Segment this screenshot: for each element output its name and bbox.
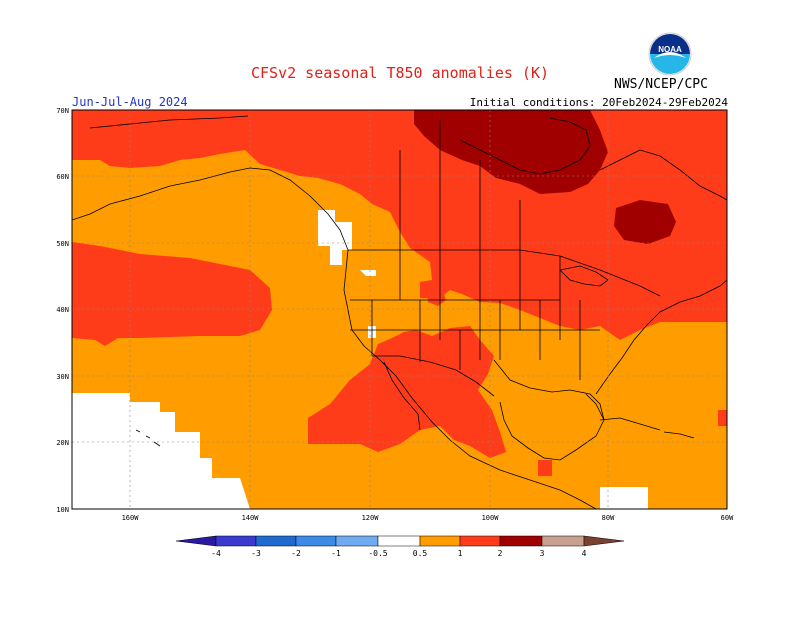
border-provinces: [399, 120, 521, 250]
colorbar-segment-8: [499, 535, 543, 547]
anomaly-region-1-2-pacific: [72, 242, 272, 346]
anomaly-region-below-05-nv: [360, 270, 376, 276]
colorbar-label-m3: -3: [251, 549, 261, 558]
colorbar-segment-7: [459, 535, 501, 547]
border-us-canada: [348, 249, 661, 297]
anomaly-region-1-2-plains: [426, 284, 446, 306]
season-label: Jun-Jul-Aug 2024: [72, 95, 188, 109]
lon-label-140w: 140W: [242, 514, 260, 522]
logo-text: NOAA: [658, 45, 682, 54]
lon-label-160w: 160W: [122, 514, 140, 522]
lon-label-120w: 120W: [362, 514, 380, 522]
colorbar-segment-4: [335, 535, 379, 547]
border-states-1: [350, 250, 600, 360]
colorbar-arrow-left: [175, 535, 217, 547]
colorbar-label-4: 4: [582, 549, 587, 558]
coastline-labrador: [599, 149, 727, 201]
colorbar-label-m4: -4: [211, 549, 221, 558]
lon-label-100w: 100W: [482, 514, 500, 522]
lat-label-70n: 70N: [56, 107, 69, 115]
agency-label: NWS/NCEP/CPC: [614, 77, 708, 92]
lat-label-40n: 40N: [56, 306, 69, 314]
lat-label-60n: 60N: [56, 173, 69, 181]
coastline-baja: [383, 361, 421, 431]
lon-label-60w: 60W: [721, 514, 734, 522]
colorbar-segment-6: [419, 535, 461, 547]
colorbar-segment-2: [255, 535, 297, 547]
coastline-hudson-bay: [459, 117, 591, 175]
colorbar-segment-1: [215, 535, 257, 547]
anomaly-region-below-05-bc: [318, 210, 352, 265]
coastline-alaska: [72, 167, 349, 251]
noaa-logo-icon: NOAA: [648, 32, 692, 76]
anomaly-region-1-2-mexico: [308, 326, 506, 458]
anomaly-region-2-3-quebec: [614, 200, 676, 244]
initial-conditions-label: Initial conditions: 20Feb2024-29Feb2024: [469, 96, 728, 109]
coastline-east-us: [595, 279, 727, 395]
colorbar-segment-5: [377, 535, 421, 547]
colorbar-segment-3: [295, 535, 337, 547]
map-frame: [71, 109, 728, 510]
coastline-alaska-north: [89, 115, 249, 129]
colorbar-label-05: 0.5: [413, 549, 428, 558]
anomaly-region-1-2-atlantic: [718, 410, 727, 426]
colorbar-label-m2: -2: [291, 549, 301, 558]
colorbar-label-3: 3: [540, 549, 545, 558]
coastline-hispaniola: [663, 431, 695, 439]
lon-label-80w: 80W: [602, 514, 615, 522]
colorbar-label-m1: -1: [331, 549, 341, 558]
lat-label-10n: 10N: [56, 506, 69, 514]
coastline-hawaii: [135, 429, 161, 447]
anomaly-region-2-3-hudson: [414, 110, 608, 194]
border-us-mexico: [372, 355, 495, 397]
coastline-west-us: [343, 249, 597, 509]
colorbar-label-m05: -0.5: [368, 549, 387, 558]
colorbar-segment-9: [541, 535, 585, 547]
lat-label-20n: 20N: [56, 439, 69, 447]
chart-title: CFSv2 seasonal T850 anomalies (K): [250, 64, 549, 82]
anomaly-region-below-05-pacific: [72, 393, 250, 509]
lakes: [559, 265, 609, 287]
coastline-cuba: [599, 417, 661, 431]
lat-label-30n: 30N: [56, 373, 69, 381]
colorbar-label-2: 2: [498, 549, 503, 558]
anomaly-region-1-2-yucatan: [538, 460, 552, 476]
border-states-2: [371, 300, 581, 380]
coastline-gulf: [493, 359, 605, 461]
colorbar-arrow-right: [583, 535, 625, 547]
anomaly-region-below-05-carib: [600, 487, 648, 509]
colorbar-label-1: 1: [458, 549, 463, 558]
coastline-florida: [585, 393, 605, 421]
lat-label-50n: 50N: [56, 240, 69, 248]
